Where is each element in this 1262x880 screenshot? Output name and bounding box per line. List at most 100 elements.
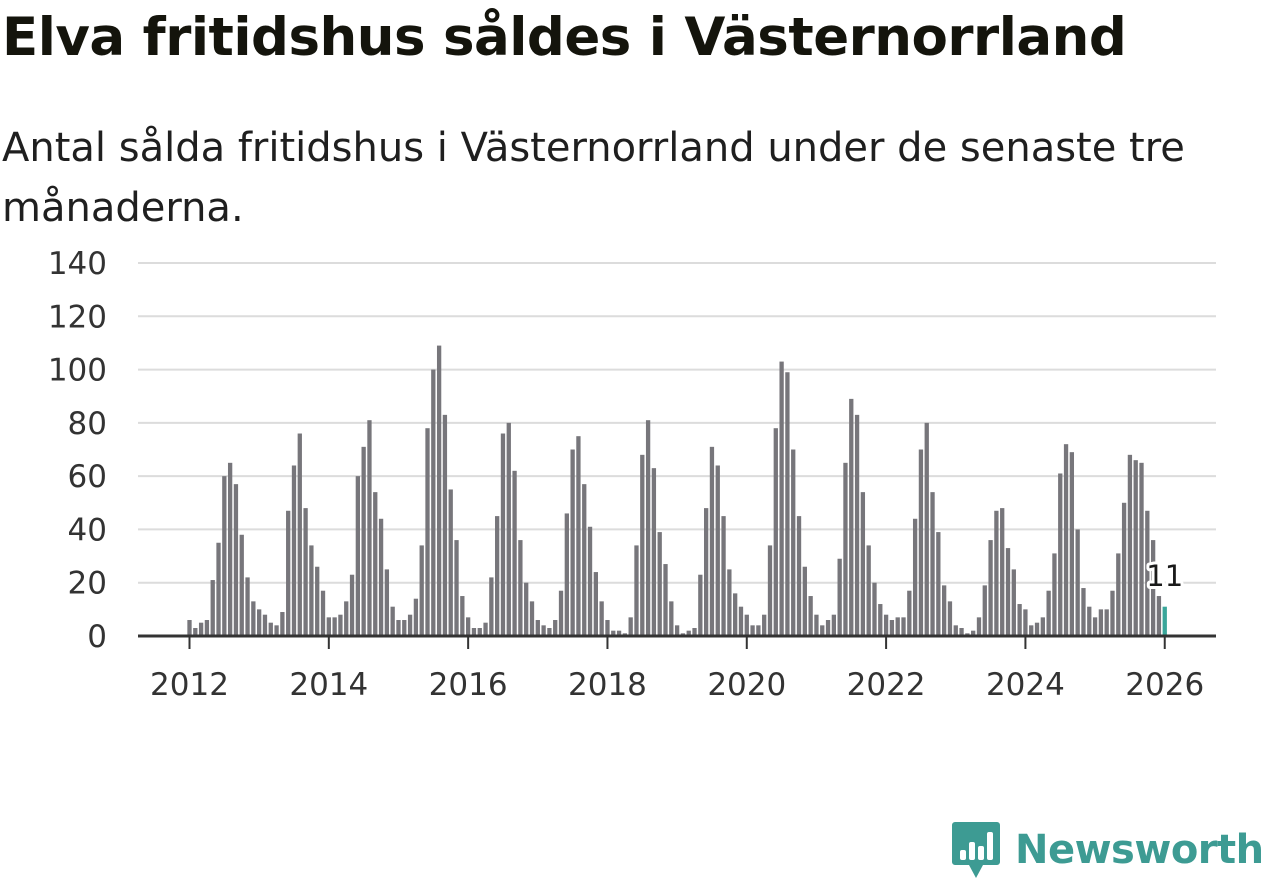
x-tick-label-2018: 2018	[568, 667, 647, 703]
bar	[756, 625, 761, 636]
bar	[1023, 609, 1028, 636]
bar	[198, 622, 204, 636]
bar	[791, 449, 796, 636]
bar	[1034, 622, 1040, 636]
bar	[587, 526, 593, 636]
bar	[808, 596, 813, 636]
chart-subtitle: Antal sålda fritidshus i Västernorrland …	[2, 125, 1185, 231]
bar	[384, 569, 390, 636]
bar	[698, 574, 703, 636]
bar	[373, 492, 378, 636]
bar	[767, 545, 773, 636]
bar	[344, 601, 349, 636]
bar	[640, 454, 645, 636]
bar	[1058, 473, 1063, 636]
bar	[936, 532, 941, 636]
y-axis-ticks: 0 20 40 60 80 100 120 140	[48, 246, 107, 655]
bar	[227, 462, 233, 636]
bar	[303, 508, 308, 636]
bar	[947, 601, 953, 636]
bar	[837, 558, 842, 636]
bar	[268, 622, 273, 636]
bar	[918, 449, 924, 636]
bar	[1145, 510, 1150, 636]
bar	[785, 372, 790, 636]
bar	[1104, 609, 1109, 636]
bar	[193, 628, 198, 636]
bar	[744, 614, 749, 636]
bar	[779, 361, 784, 636]
bar	[524, 582, 529, 636]
bar	[930, 492, 935, 636]
bar	[1029, 625, 1034, 636]
bar	[448, 489, 453, 636]
x-tick-label-2016: 2016	[429, 667, 508, 703]
bar	[825, 620, 831, 636]
bar	[878, 604, 883, 636]
bar	[889, 620, 895, 636]
x-tick-label-2014: 2014	[289, 667, 368, 703]
bar	[924, 422, 929, 636]
bar	[1005, 548, 1011, 636]
bar	[1092, 617, 1098, 636]
bar	[570, 449, 575, 636]
bar	[535, 620, 540, 636]
bar	[599, 601, 604, 636]
bar	[564, 513, 569, 636]
bar	[483, 622, 488, 636]
bar	[1127, 454, 1133, 636]
bar	[477, 628, 482, 636]
bar	[738, 606, 744, 636]
bar	[971, 630, 976, 636]
bar	[576, 436, 581, 636]
x-axis-ticks: 2012 2014 2016 2018 2020 2022 2024 2026	[150, 636, 1204, 703]
bar	[1098, 609, 1104, 636]
bar	[802, 566, 807, 636]
bar	[187, 620, 192, 636]
bar	[541, 625, 546, 636]
y-tick-label-80: 80	[68, 406, 107, 442]
bar	[547, 628, 552, 636]
bar	[216, 542, 221, 636]
bar	[814, 614, 819, 636]
bar	[645, 420, 651, 636]
bar	[843, 462, 848, 636]
bar	[529, 601, 535, 636]
bar	[727, 569, 732, 636]
bar	[953, 625, 958, 636]
bar	[413, 598, 419, 636]
bar	[245, 577, 250, 636]
bar	[1133, 460, 1138, 636]
bar	[1156, 596, 1162, 636]
bar	[1011, 569, 1016, 636]
x-tick-label-2024: 2024	[986, 667, 1065, 703]
x-tick-label-2026: 2026	[1125, 667, 1204, 703]
bar	[686, 630, 691, 636]
bar	[378, 518, 384, 636]
bar	[1150, 540, 1156, 636]
newsworthy-bar-chart-icon	[952, 822, 1000, 878]
newsworthy-wordmark: Newsworthy	[1015, 827, 1262, 873]
bar	[402, 620, 407, 636]
bar	[733, 593, 738, 636]
bar	[872, 582, 877, 636]
bar	[396, 620, 401, 636]
bar	[1116, 553, 1121, 636]
bar	[262, 614, 268, 636]
bar	[436, 345, 442, 636]
bar	[982, 585, 987, 636]
x-tick-label-2022: 2022	[847, 667, 926, 703]
bar	[291, 465, 297, 636]
bar	[866, 545, 871, 636]
bar	[1017, 604, 1022, 636]
bar	[233, 484, 239, 636]
bar	[611, 630, 616, 636]
bar	[338, 614, 343, 636]
bar	[239, 534, 244, 636]
x-tick-label-2012: 2012	[150, 667, 229, 703]
bar	[315, 566, 320, 636]
bar	[692, 628, 697, 636]
bar	[390, 606, 395, 636]
y-tick-label-140: 140	[48, 246, 107, 282]
bar	[518, 540, 523, 636]
